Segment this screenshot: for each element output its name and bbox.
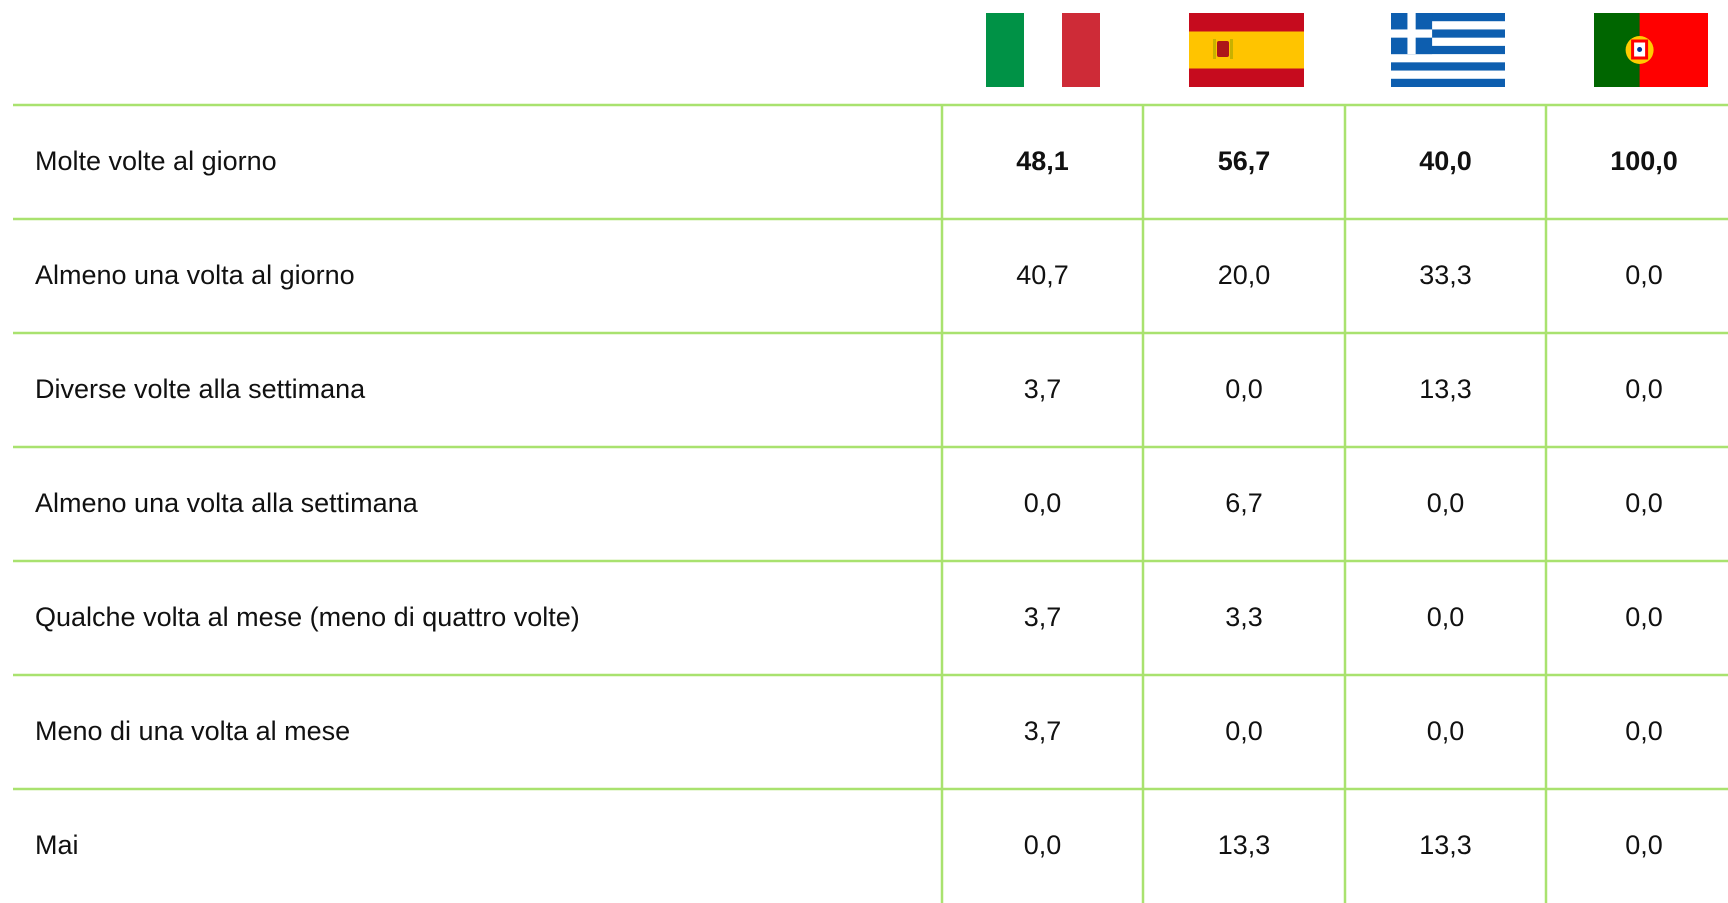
cell-value: 0,0 [1625,374,1663,404]
cell-value: 13,3 [1218,830,1271,860]
cell-value: 0,0 [1625,716,1663,746]
cell-value: 0,0 [1225,716,1263,746]
row-label: Almeno una volta alla settimana [35,488,419,518]
row-label: Molte volte al giorno [35,146,277,176]
cell-value: 0,0 [1427,716,1465,746]
flag-spain [1189,13,1304,87]
row-label: Qualche volta al mese (meno di quattro v… [35,602,580,632]
cell-value: 40,7 [1016,260,1069,290]
cell-value: 0,0 [1427,488,1465,518]
flag-portugal [1594,13,1708,87]
cell-value: 20,0 [1218,260,1271,290]
cell-value: 0,0 [1427,602,1465,632]
cell-value: 0,0 [1625,830,1663,860]
cell-value: 0,0 [1024,830,1062,860]
flag-italy [986,13,1100,87]
cell-value: 0,0 [1625,488,1663,518]
cell-value: 3,7 [1024,602,1062,632]
row-label: Mai [35,830,79,860]
cell-value: 48,1 [1016,146,1069,176]
cell-value: 6,7 [1225,488,1263,518]
cell-value: 56,7 [1218,146,1271,176]
cell-value: 0,0 [1625,260,1663,290]
cell-value: 0,0 [1225,374,1263,404]
cell-value: 13,3 [1419,830,1472,860]
cell-value: 3,7 [1024,716,1062,746]
cell-value: 100,0 [1610,146,1678,176]
cell-value: 33,3 [1419,260,1472,290]
row-label: Diverse volte alla settimana [35,374,366,404]
cell-value: 40,0 [1419,146,1472,176]
cell-value: 3,3 [1225,602,1263,632]
cell-value: 0,0 [1625,602,1663,632]
row-label: Meno di una volta al mese [35,716,350,746]
cell-value: 13,3 [1419,374,1472,404]
cell-value: 3,7 [1024,374,1062,404]
flag-greece [1391,13,1505,87]
cell-value: 0,0 [1024,488,1062,518]
row-label: Almeno una volta al giorno [35,260,355,290]
